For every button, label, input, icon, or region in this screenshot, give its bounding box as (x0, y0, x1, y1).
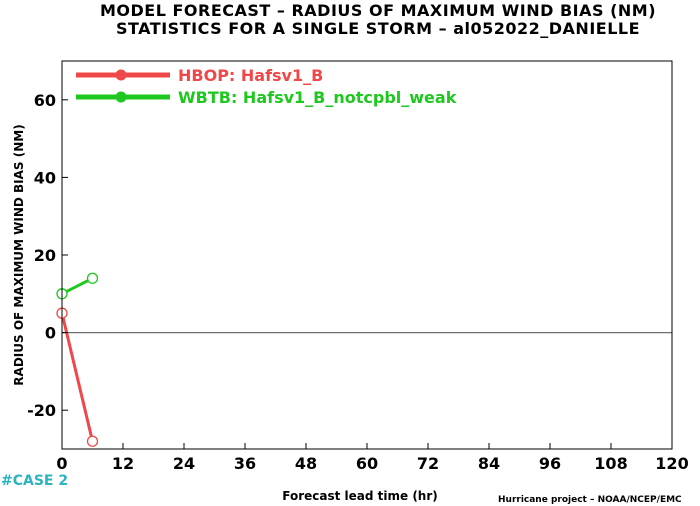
footer-note: Hurricane project – NOAA/NCEP/EMC (498, 495, 682, 505)
y-axis-label: RADIUS OF MAXIMUM WIND BIAS (NM) (12, 124, 26, 385)
x-tick-label: 108 (594, 454, 627, 473)
x-tick-label: 24 (173, 454, 195, 473)
x-tick-label: 96 (539, 454, 561, 473)
series-line-0 (60, 312, 94, 442)
legend-marker (115, 69, 127, 81)
y-tick-label: 40 (34, 168, 56, 187)
x-tick-label: 12 (112, 454, 134, 473)
y-tick-label: 20 (34, 246, 56, 265)
legend-marker (115, 91, 127, 103)
x-tick-label: 0 (56, 454, 67, 473)
chart-title: MODEL FORECAST – RADIUS OF MAXIMUM WIND … (99, 1, 656, 20)
y-tick-label: 0 (45, 324, 56, 343)
y-tick-label: 60 (34, 91, 56, 110)
chart-subtitle: STATISTICS FOR A SINGLE STORM – al052022… (115, 19, 641, 38)
legend-label-0: HBOP: Hafsv1_B (178, 66, 323, 85)
x-tick-label: 72 (417, 454, 439, 473)
x-tick-label: 84 (478, 454, 500, 473)
plot-frame (61, 60, 673, 450)
x-tick-label: 48 (295, 454, 317, 473)
x-tick-label: 120 (655, 454, 688, 473)
legend-label-1: WBTB: Hafsv1_B_notcpbl_weak (178, 88, 457, 107)
case-label: #CASE 2 (1, 473, 68, 489)
y-tick-label: -20 (27, 401, 56, 420)
x-axis-label: Forecast lead time (hr) (282, 489, 438, 503)
series-line-1 (61, 276, 94, 296)
x-tick-label: 36 (234, 454, 256, 473)
data-point (86, 272, 99, 284)
data-point (86, 435, 99, 447)
x-tick-label: 60 (356, 454, 378, 473)
